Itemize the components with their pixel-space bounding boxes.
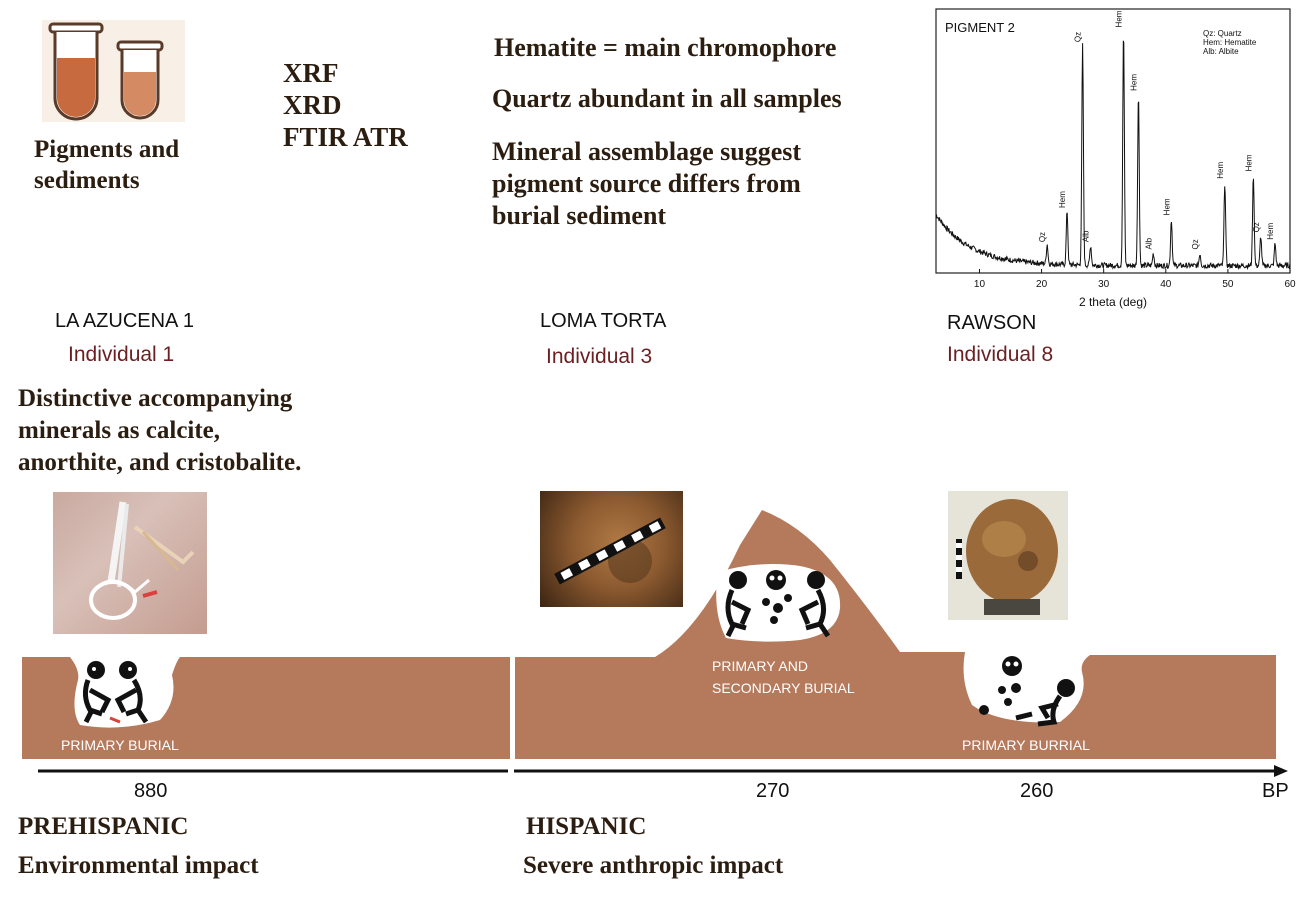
peak-label-6: Alb	[1144, 237, 1153, 249]
timeline-arrow-icon	[1274, 765, 1288, 777]
x-tick-label-1: 20	[1036, 279, 1048, 290]
x-tick-label-3: 40	[1160, 279, 1172, 290]
scale-bar-icon	[554, 517, 666, 585]
peak-label-1: Hem	[1058, 191, 1067, 208]
period-hispanic: HISPANIC	[526, 813, 647, 840]
peak-label-0: Qz	[1038, 232, 1047, 242]
peak-label-9: Hem	[1216, 161, 1225, 178]
method-ftir: FTIR ATR	[283, 122, 408, 152]
azucena-skeleton-photo	[53, 492, 207, 634]
x-tick-label-4: 50	[1222, 279, 1234, 290]
loma-skull-photo	[540, 491, 683, 607]
rawson-skull-photo	[948, 491, 1068, 620]
chart-legend-hem: Hem: Hematite	[1203, 38, 1257, 47]
peak-label-10: Hem	[1244, 154, 1253, 171]
loma-burial-label: PRIMARY AND SECONDARY BURIAL	[712, 658, 855, 696]
azucena-skeletons-icon	[82, 661, 149, 724]
site-rawson: RAWSON	[947, 312, 1037, 334]
peak-label-4: Hem	[1115, 10, 1124, 27]
impact-environmental: Environmental impact	[18, 852, 259, 879]
loma-skeletons-icon	[725, 570, 831, 638]
test-tubes-illustration	[42, 20, 185, 122]
site-la-azucena: LA AZUCENA 1	[55, 310, 194, 332]
chart-title: PIGMENT 2	[945, 20, 1015, 35]
x-tick-label-2: 30	[1098, 279, 1110, 290]
finding-assemblage: Mineral assemblage suggest pigment sourc…	[492, 137, 802, 230]
method-xrf: XRF	[283, 58, 339, 88]
methods-list: XRF XRD FTIR ATR	[283, 57, 408, 153]
peak-label-11: Qz	[1252, 222, 1261, 232]
timeline-unit: BP	[1262, 780, 1289, 802]
rawson-burial-label: PRIMARY BURRIAL	[962, 737, 1090, 753]
skeleton-bones-icon	[89, 501, 195, 620]
finding-hematite: Hematite = main chromophore	[494, 33, 837, 62]
x-tick-label-5: 60	[1284, 279, 1296, 290]
chart-legend-qz: Qz: Quartz	[1203, 29, 1242, 38]
sediment-block-prehispanic	[22, 657, 510, 759]
rawson-skeletons-icon	[979, 656, 1075, 727]
peak-label-12: Hem	[1266, 222, 1275, 239]
azucena-burial-label: PRIMARY BURIAL	[61, 737, 179, 753]
sediment-block-hispanic	[515, 510, 1276, 759]
peak-label-5: Hem	[1129, 74, 1138, 91]
individual-3-label: Individual 3	[546, 345, 653, 368]
period-prehispanic: PREHISPANIC	[18, 813, 189, 840]
peak-label-8: Qz	[1191, 239, 1200, 249]
xrd-chart: PIGMENT 2 Qz: Quartz Hem: Hematite Alb: …	[935, 8, 1296, 309]
chart-frame	[935, 8, 1291, 274]
peak-label-3: Alb	[1082, 230, 1091, 242]
individual-8-label: Individual 8	[947, 343, 1054, 366]
peak-label-7: Hem	[1162, 198, 1171, 215]
azucena-mineral-note: Distinctive accompanying minerals as cal…	[18, 385, 302, 476]
method-xrd: XRD	[283, 90, 342, 120]
timeline-axis	[38, 765, 1288, 777]
test-tube-icon	[48, 22, 164, 121]
xrd-trace-line	[935, 40, 1291, 271]
site-loma-torta: LOMA TORTA	[540, 310, 667, 332]
finding-quartz: Quartz abundant in all samples	[492, 84, 842, 113]
impact-anthropic: Severe anthropic impact	[523, 852, 784, 879]
tubes-caption: Pigments and sediments	[34, 136, 180, 194]
date-270: 270	[756, 780, 790, 802]
chart-legend-alb: Alb: Albite	[1203, 47, 1239, 56]
date-880: 880	[134, 780, 168, 802]
individual-1-label: Individual 1	[68, 343, 175, 366]
date-260: 260	[1020, 780, 1054, 802]
x-tick-label-0: 10	[974, 279, 986, 290]
chart-xlabel: 2 theta (deg)	[1079, 295, 1147, 309]
skull-photo-icon	[956, 499, 1058, 615]
sediment-profile	[22, 510, 1276, 759]
peak-label-2: Qz	[1074, 32, 1083, 42]
